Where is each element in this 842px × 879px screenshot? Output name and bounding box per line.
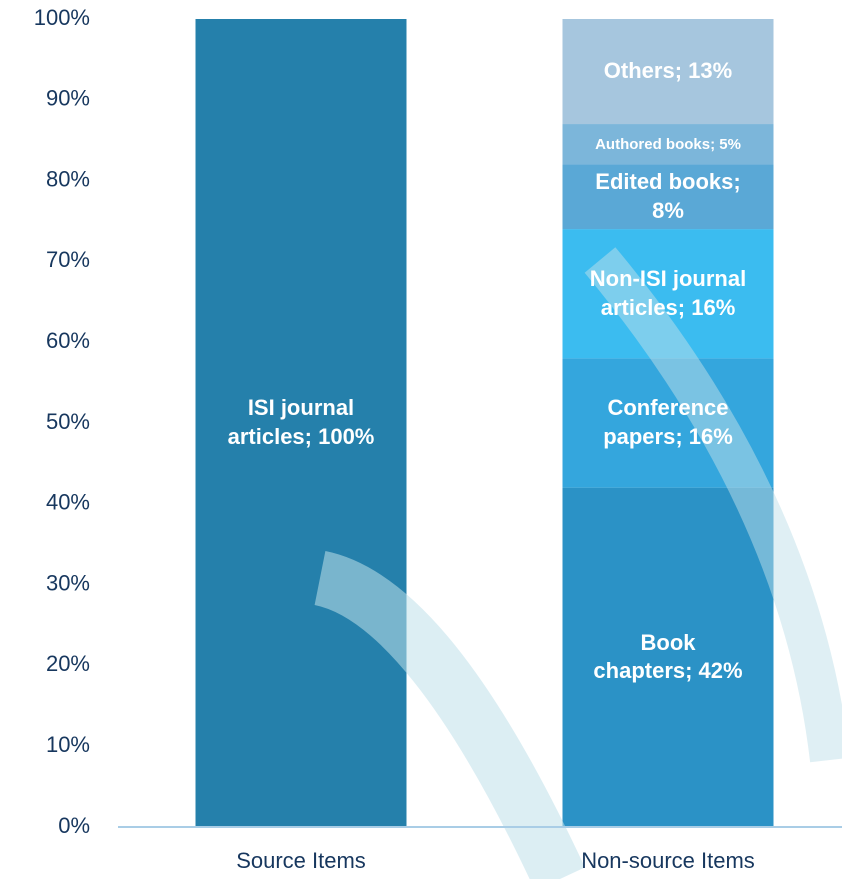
y-tick-label: 0% [58,813,90,838]
y-tick-label: 40% [46,490,90,515]
bars [195,19,774,827]
y-tick-label: 20% [46,651,90,676]
y-tick-label: 50% [46,409,90,434]
decoration [584,247,842,763]
y-tick-label: 90% [46,86,90,111]
bar-segment [562,487,774,827]
bar-segment [562,19,774,125]
decoration [313,551,585,879]
y-tick-label: 100% [34,5,90,30]
y-tick-label: 70% [46,247,90,272]
data-label: ISI journal articles; 100% [227,395,375,449]
y-tick-label: 60% [46,328,90,353]
data-label: Book chapters; 42% [593,629,743,684]
bar-segment [195,19,407,827]
data-label: Edited books; 8% [595,169,741,223]
data-label: Others; 13% [603,58,733,84]
y-tick-label: 30% [46,570,90,595]
data-label: Non-ISI journal articles; 16% [589,266,747,320]
y-tick-label: 10% [46,732,90,757]
bar-segment [562,124,774,165]
bar-segment [562,164,774,230]
y-tick-label: 80% [46,166,90,191]
x-tick-label: Non-source Items [581,848,755,873]
data-label: Conference papers; 16% [603,395,733,449]
x-tick-label: Source Items [236,848,366,873]
data-label: Authored books; 5% [595,135,741,153]
